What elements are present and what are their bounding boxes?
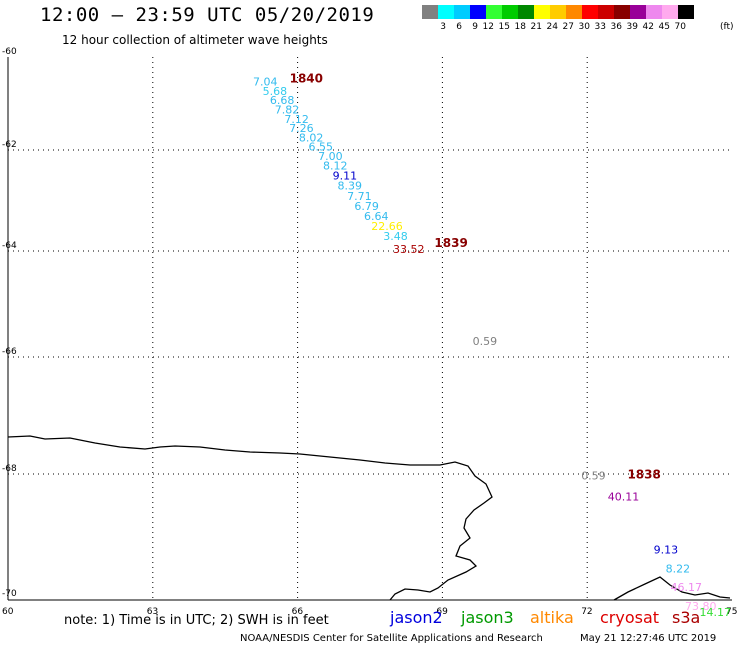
wave-height-value: 6.64 bbox=[364, 210, 389, 223]
wave-height-value: 0.59 bbox=[473, 335, 498, 348]
legend-item-jason3: jason3 bbox=[461, 608, 514, 627]
color-swatch bbox=[422, 5, 438, 19]
footer-note: note: 1) Time is in UTC; 2) SWH is in fe… bbox=[64, 613, 329, 628]
pass-time-label: 1840 bbox=[290, 71, 323, 85]
credit-line: NOAA/NESDIS Center for Satellite Applica… bbox=[240, 633, 543, 644]
wave-height-value: 7.12 bbox=[284, 113, 309, 126]
x-tick-label: 60 bbox=[2, 607, 14, 617]
wave-height-value: 22.66 bbox=[371, 220, 403, 233]
color-swatch bbox=[534, 5, 550, 19]
color-swatch bbox=[502, 5, 518, 19]
wave-height-value: 7.82 bbox=[275, 104, 300, 117]
wave-height-value: 7.26 bbox=[289, 122, 314, 135]
color-scale-label: 15 bbox=[498, 22, 510, 32]
x-tick-label: 75 bbox=[726, 607, 737, 617]
color-swatch bbox=[662, 5, 678, 19]
x-tick-label: 72 bbox=[581, 607, 592, 617]
wave-height-value: 6.55 bbox=[308, 141, 333, 154]
generated-timestamp: May 21 12:27:46 UTC 2019 bbox=[580, 633, 717, 644]
wave-height-observations: 7.045.686.687.827.127.268.026.557.008.12… bbox=[253, 76, 731, 619]
y-tick-label: -60 bbox=[2, 47, 17, 57]
wave-height-value: 7.00 bbox=[318, 150, 343, 163]
wave-height-value: 6.79 bbox=[354, 200, 379, 213]
page-subtitle: 12 hour collection of altimeter wave hei… bbox=[62, 33, 328, 47]
color-scale-label: 3 bbox=[440, 22, 446, 32]
pass-labels: 1840 1839 1838 bbox=[290, 71, 661, 481]
wave-height-value: 40.11 bbox=[608, 490, 640, 503]
wave-height-value: 8.39 bbox=[337, 180, 362, 193]
coastline bbox=[7, 435, 493, 601]
color-scale-label: 12 bbox=[482, 22, 494, 32]
color-scale-label: 39 bbox=[626, 22, 638, 32]
color-scale-label: 70 bbox=[674, 22, 686, 32]
legend-item-cryosat: cryosat bbox=[600, 608, 660, 627]
color-scale-label: 30 bbox=[578, 22, 590, 32]
wave-height-value: 6.68 bbox=[270, 94, 295, 107]
wave-height-value: 33.52 bbox=[393, 243, 425, 256]
y-tick-label: -66 bbox=[2, 347, 17, 357]
y-tick-label: -68 bbox=[2, 464, 17, 474]
color-swatch bbox=[518, 5, 534, 19]
y-tick-label: -62 bbox=[2, 140, 17, 150]
graticule: -60 -62 -64 -66 -68 -70 60 63 66 69 72 75 bbox=[2, 47, 737, 617]
wave-height-value: 8.12 bbox=[323, 160, 348, 173]
color-scale-bar bbox=[422, 5, 694, 21]
color-swatch bbox=[566, 5, 582, 19]
wave-height-value: 3.48 bbox=[383, 230, 408, 243]
color-scale-label: 27 bbox=[562, 22, 574, 32]
legend-item-altika: altika bbox=[530, 608, 574, 627]
x-tick-label: 66 bbox=[292, 607, 304, 617]
color-scale-label: 9 bbox=[472, 22, 478, 32]
wave-height-value: 46.17 bbox=[670, 581, 702, 594]
color-scale-label: 33 bbox=[594, 22, 606, 32]
wave-height-value: 9.11 bbox=[333, 170, 358, 183]
color-swatch bbox=[454, 5, 470, 19]
wave-height-value: 8.22 bbox=[666, 562, 691, 575]
wave-height-value: 7.71 bbox=[347, 190, 372, 203]
color-scale-label: 21 bbox=[530, 22, 542, 32]
color-swatch bbox=[630, 5, 646, 19]
color-swatch bbox=[614, 5, 630, 19]
page-title: 12:00 – 23:59 UTC 05/20/2019 bbox=[40, 4, 375, 26]
pass-time-label: 1838 bbox=[627, 467, 660, 481]
color-swatch bbox=[582, 5, 598, 19]
color-swatch bbox=[438, 5, 454, 19]
wave-height-value: 14.17 bbox=[699, 606, 731, 619]
color-scale-label: 42 bbox=[642, 22, 654, 32]
wave-height-value: 7.04 bbox=[253, 76, 278, 89]
wave-height-value: 9.13 bbox=[654, 544, 679, 557]
color-scale-label: 36 bbox=[610, 22, 622, 32]
color-scale-unit: (ft) bbox=[720, 22, 734, 32]
wave-height-value: 73.80 bbox=[685, 600, 717, 613]
x-tick-label: 69 bbox=[436, 607, 448, 617]
color-scale-labels: 3 6 9 12 15 18 21 24 27 30 33 36 39 42 45 70 bbox=[422, 22, 740, 34]
x-tick-label: 63 bbox=[147, 607, 158, 617]
y-tick-label: -70 bbox=[2, 589, 17, 599]
pass-time-label: 1839 bbox=[434, 236, 467, 250]
color-scale-label: 6 bbox=[456, 22, 462, 32]
legend-item-s3a: s3a bbox=[672, 608, 701, 627]
legend-item-jason2: jason2 bbox=[390, 608, 443, 627]
color-swatch bbox=[646, 5, 662, 19]
color-scale-label: 45 bbox=[658, 22, 670, 32]
wave-height-value: 8.02 bbox=[299, 131, 324, 144]
color-swatch bbox=[598, 5, 614, 19]
color-swatch bbox=[470, 5, 486, 19]
color-scale-label: 24 bbox=[546, 22, 558, 32]
wave-height-value: 5.68 bbox=[263, 85, 288, 98]
color-swatch bbox=[486, 5, 502, 19]
color-swatch bbox=[550, 5, 566, 19]
coastline-east bbox=[613, 576, 731, 601]
color-swatch bbox=[678, 5, 694, 19]
color-scale-label: 18 bbox=[514, 22, 526, 32]
wave-height-value: 0.59 bbox=[581, 469, 606, 482]
y-tick-label: -64 bbox=[2, 241, 17, 251]
